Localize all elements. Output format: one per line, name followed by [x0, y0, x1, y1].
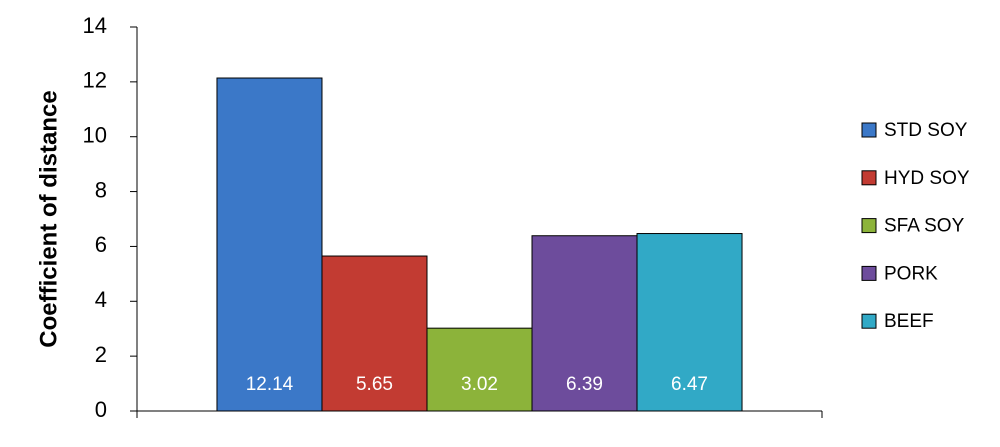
y-tick-label: 0	[95, 397, 107, 422]
data-label: 3.02	[461, 374, 498, 395]
y-tick-label: 8	[95, 177, 107, 202]
legend-swatch	[861, 313, 877, 329]
legend-label: SFA SOY	[884, 216, 965, 237]
y-tick-label: 12	[83, 68, 107, 93]
data-label: 12.14	[246, 374, 294, 395]
bar	[531, 235, 638, 412]
bar	[636, 233, 743, 412]
y-tick-label: 2	[95, 342, 107, 367]
data-label: 5.65	[356, 374, 393, 395]
legend-swatch	[861, 170, 877, 186]
legend-label: BEEF	[884, 311, 934, 332]
data-label: 6.47	[671, 374, 708, 395]
legend-swatch	[861, 218, 877, 234]
y-axis-label: Coefficient of distance	[35, 90, 62, 347]
bar	[321, 255, 428, 412]
bar	[426, 327, 533, 412]
legend-label: STD SOY	[884, 120, 968, 141]
y-tick-label: 6	[95, 232, 107, 257]
legend-swatch	[861, 122, 877, 138]
y-tick-label: 10	[83, 123, 107, 148]
legend-swatch	[861, 265, 877, 281]
data-label: 6.39	[566, 374, 603, 395]
legend-label: HYD SOY	[884, 168, 970, 189]
y-tick-label: 14	[83, 13, 107, 38]
bar	[216, 77, 323, 412]
y-tick-label: 4	[95, 287, 107, 312]
legend-label: PORK	[884, 263, 938, 284]
